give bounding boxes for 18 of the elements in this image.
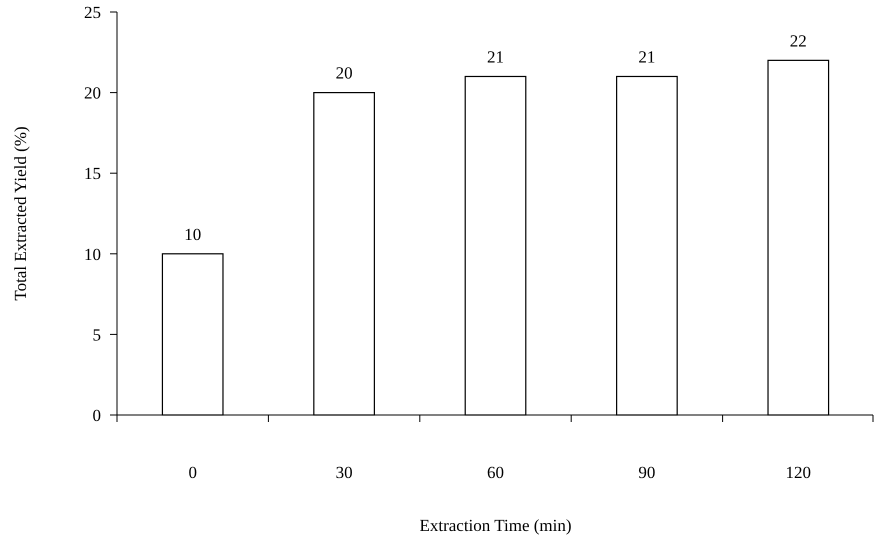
y-axis-title: Total Extracted Yield (%) bbox=[11, 126, 30, 301]
y-tick-label: 0 bbox=[92, 406, 101, 425]
data-label: 22 bbox=[790, 31, 807, 50]
y-tick-label: 10 bbox=[84, 244, 101, 264]
data-label: 21 bbox=[487, 47, 504, 66]
y-tick-label: 25 bbox=[84, 2, 101, 22]
y-tick-label: 5 bbox=[92, 325, 101, 344]
x-tick-label: 0 bbox=[188, 463, 197, 482]
x-tick-label: 120 bbox=[786, 463, 812, 482]
x-tick-label: 30 bbox=[336, 463, 353, 482]
x-tick-label: 90 bbox=[638, 463, 656, 482]
y-tick-label: 20 bbox=[84, 84, 101, 103]
data-label: 20 bbox=[336, 64, 353, 83]
x-axis-title: Extraction Time (min) bbox=[419, 516, 572, 535]
x-tick-label: 60 bbox=[487, 463, 504, 482]
y-tick-label: 15 bbox=[84, 164, 101, 184]
data-label: 10 bbox=[184, 224, 202, 244]
data-label: 21 bbox=[638, 47, 656, 66]
